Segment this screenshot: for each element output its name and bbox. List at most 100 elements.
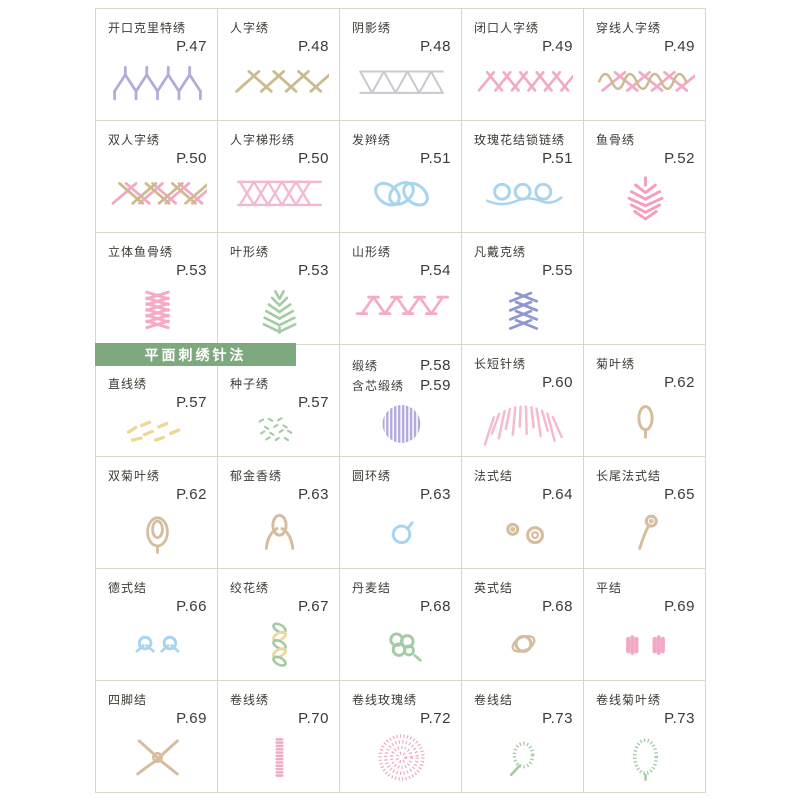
- stitch-cell: 卷线结 P.73: [462, 681, 584, 793]
- stitch-name: 卷线玫瑰绣: [352, 693, 418, 707]
- stitch-name: 叶形绣: [230, 245, 270, 259]
- stitch-page-number: P.68: [542, 598, 573, 616]
- ladder-herringbone-stitch-illustration: [230, 167, 329, 227]
- stitch-page-number: P.73: [542, 710, 573, 728]
- stitch-cell: 卷线菊叶绣 P.73: [584, 681, 706, 793]
- leaf-stitch-illustration: [230, 279, 329, 339]
- stitch-name: 圆环绣: [352, 469, 392, 483]
- section-banner: 平面刺绣针法: [95, 343, 296, 366]
- stitch-name: 长短针绣: [474, 357, 527, 371]
- straight-stitch-illustration: [108, 411, 207, 451]
- herringbone-stitch-illustration: [230, 55, 329, 115]
- stitch-cell: 山形绣 P.54: [340, 233, 462, 345]
- stitch-name: 阴影绣: [352, 21, 392, 35]
- four-legged-knot-illustration: [108, 727, 207, 787]
- stitch-cell: 种子绣 P.57: [218, 345, 340, 457]
- stitch-page-number: P.52: [664, 150, 695, 168]
- stitch-entry: 含芯缎绣 P.59: [352, 377, 451, 394]
- stitch-cell: 玫瑰花结锁链绣 P.51: [462, 121, 584, 233]
- stitch-name: 开口克里特绣: [108, 21, 187, 35]
- stitch-name: 法式结: [474, 469, 514, 483]
- stitch-page-number: P.72: [420, 710, 451, 728]
- stitch-name: 平结: [596, 581, 623, 595]
- shadow-stitch-illustration: [352, 55, 451, 115]
- french-knot-illustration: [474, 503, 573, 563]
- stitch-page-number: P.63: [420, 486, 451, 504]
- long-tail-french-knot-illustration: [596, 503, 695, 563]
- stitch-page-number: P.69: [664, 598, 695, 616]
- stitch-name: 闭口人字绣: [474, 21, 540, 35]
- stitch-name: 菊叶绣: [596, 357, 636, 371]
- stitch-cell: 菊叶绣 P.62: [584, 345, 706, 457]
- stitch-name: 人字梯形绣: [230, 133, 296, 147]
- fishbone-stitch-illustration: [596, 167, 695, 227]
- stitch-page-number: P.50: [298, 150, 329, 168]
- stitch-page-number: P.50: [176, 150, 207, 168]
- stitch-name: 双菊叶绣: [108, 469, 161, 483]
- stitch-name: 穿线人字绣: [596, 21, 662, 35]
- ring-stitch-illustration: [352, 503, 451, 563]
- stitch-cell: 立体鱼骨绣 P.53: [96, 233, 218, 345]
- double-herringbone-stitch-illustration: [108, 167, 207, 227]
- satin-stitch-illustration: [352, 397, 451, 451]
- stitch-name: 人字绣: [230, 21, 270, 35]
- stitch-cell: 圆环绣 P.63: [340, 457, 462, 569]
- stitch-name: 德式结: [108, 581, 148, 595]
- closed-herringbone-stitch-illustration: [474, 55, 573, 115]
- stitch-page-number: P.65: [664, 486, 695, 504]
- stitch-cell: 开口克里特绣 P.47: [96, 9, 218, 121]
- stitch-page-number: P.53: [298, 262, 329, 280]
- stitch-cell: 发辫绣 P.51: [340, 121, 462, 233]
- stitch-cell: 凡戴克绣 P.55: [462, 233, 584, 345]
- stitch-page-number: P.62: [176, 486, 207, 504]
- stitch-page-number: P.55: [542, 262, 573, 280]
- tulip-stitch-illustration: [230, 503, 329, 563]
- stitch-cell: 长短针绣 P.60: [462, 345, 584, 457]
- empty-cell: [584, 233, 706, 345]
- stitch-cell: 直线绣 P.57: [96, 345, 218, 457]
- stitch-page-number: P.48: [298, 38, 329, 56]
- bullion-knot-illustration: [474, 727, 573, 787]
- stitch-name: 发辫绣: [352, 133, 392, 147]
- stitch-name: 凡戴克绣: [474, 245, 527, 259]
- stitch-entry: 缎绣 P.58: [352, 357, 451, 374]
- stitch-page-number: P.69: [176, 710, 207, 728]
- stitch-page-number: P.51: [542, 150, 573, 168]
- stitch-grid: 开口克里特绣 P.47 人字绣 P.48 阴影绣 P.48 闭口人字绣 P.49 穿线人字绣 P.…: [95, 8, 706, 793]
- stitch-cell: 平结 P.69: [584, 569, 706, 681]
- english-knot-illustration: [474, 615, 573, 675]
- stitch-cell: 丹麦结 P.68: [340, 569, 462, 681]
- stitch-cell: 鱼骨绣 P.52: [584, 121, 706, 233]
- stitch-name: 绞花绣: [230, 581, 270, 595]
- lazy-daisy-stitch-illustration: [596, 391, 695, 451]
- stitch-page-number: P.68: [420, 598, 451, 616]
- stitch-cell: 英式结 P.68: [462, 569, 584, 681]
- open-cretan-stitch-illustration: [108, 55, 207, 115]
- stitch-name: 立体鱼骨绣: [108, 245, 174, 259]
- seed-stitch-illustration: [230, 411, 329, 451]
- stitch-page-number: P.49: [542, 38, 573, 56]
- stitch-cell: 人字梯形绣 P.50: [218, 121, 340, 233]
- bullion-rose-stitch-illustration: [352, 727, 451, 787]
- stitch-name: 双人字绣: [108, 133, 161, 147]
- stitch-page-number: P.60: [542, 374, 573, 392]
- stitch-cell: 卷线玫瑰绣 P.72: [340, 681, 462, 793]
- stitch-cell: 四脚结 P.69: [96, 681, 218, 793]
- threaded-herringbone-stitch-illustration: [596, 55, 695, 115]
- stitch-page-number: P.64: [542, 486, 573, 504]
- stitch-name: 卷线菊叶绣: [596, 693, 662, 707]
- stitch-page-number: P.58: [420, 357, 451, 374]
- stitch-name: 卷线结: [474, 693, 514, 707]
- stitch-name: 缎绣: [352, 359, 379, 373]
- german-knot-illustration: [108, 615, 207, 675]
- stitch-name: 种子绣: [230, 377, 270, 391]
- vandyke-stitch-illustration: [474, 279, 573, 339]
- stitch-page-number: P.73: [664, 710, 695, 728]
- stitch-cell: 双菊叶绣 P.62: [96, 457, 218, 569]
- stitch-cell: 绞花绣 P.67: [218, 569, 340, 681]
- stitch-page-number: P.48: [420, 38, 451, 56]
- stitch-page-number: P.51: [420, 150, 451, 168]
- stitch-name: 直线绣: [108, 377, 148, 391]
- bullion-lazy-daisy-stitch-illustration: [596, 727, 695, 787]
- stitch-page-number: P.63: [298, 486, 329, 504]
